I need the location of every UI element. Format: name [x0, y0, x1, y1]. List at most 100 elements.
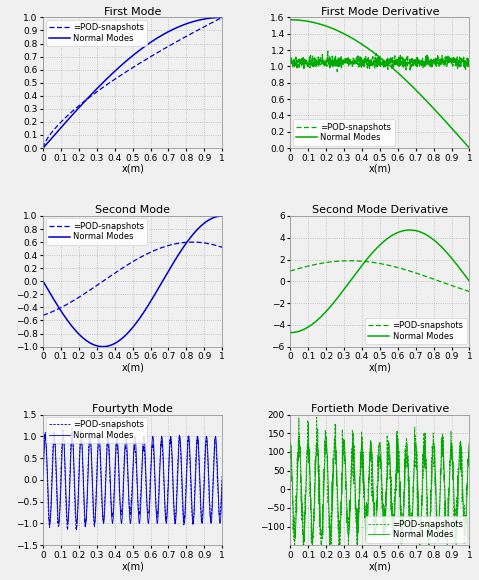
Normal Modes — [219, 476, 225, 483]
=POD-snapshots — [360, 480, 366, 487]
=POD-snapshots — [467, 457, 472, 464]
Line: Normal Modes: Normal Modes — [43, 17, 222, 148]
Legend: =POD-snapshots, Normal Modes: =POD-snapshots, Normal Modes — [365, 516, 467, 543]
=POD-snapshots — [427, 274, 433, 281]
Line: =POD-snapshots: =POD-snapshots — [290, 51, 469, 71]
Normal Modes — [366, 253, 372, 260]
=POD-snapshots — [334, 68, 340, 75]
=POD-snapshots — [219, 471, 225, 478]
Normal Modes — [113, 67, 118, 74]
Normal Modes — [306, 323, 311, 330]
Title: Fourtyth Mode: Fourtyth Mode — [92, 404, 173, 414]
Normal Modes — [467, 278, 472, 285]
Normal Modes — [164, 520, 170, 527]
=POD-snapshots — [431, 59, 436, 66]
Normal Modes — [287, 329, 293, 336]
=POD-snapshots — [367, 65, 373, 72]
Normal Modes — [430, 104, 436, 111]
=POD-snapshots — [366, 259, 372, 266]
=POD-snapshots — [306, 263, 311, 270]
=POD-snapshots — [163, 242, 169, 249]
=POD-snapshots — [453, 560, 459, 567]
Normal Modes — [163, 30, 169, 37]
=POD-snapshots — [180, 513, 186, 520]
X-axis label: x(m): x(m) — [121, 561, 144, 571]
Line: Normal Modes: Normal Modes — [290, 230, 469, 332]
Normal Modes — [119, 517, 125, 524]
=POD-snapshots — [65, 527, 70, 534]
Line: Normal Modes: Normal Modes — [290, 443, 469, 536]
Normal Modes — [180, 509, 186, 516]
=POD-snapshots — [219, 244, 225, 251]
=POD-snapshots — [113, 448, 119, 455]
=POD-snapshots — [69, 424, 75, 431]
Normal Modes — [183, 20, 189, 27]
Legend: =POD-snapshots, Normal Modes: =POD-snapshots, Normal Modes — [46, 20, 148, 46]
=POD-snapshots — [427, 63, 433, 70]
=POD-snapshots — [183, 239, 189, 246]
=POD-snapshots — [183, 469, 189, 476]
Normal Modes — [292, 532, 297, 539]
Normal Modes — [427, 101, 433, 108]
=POD-snapshots — [467, 288, 472, 295]
Normal Modes — [467, 439, 472, 446]
Normal Modes — [100, 343, 106, 350]
Normal Modes — [411, 485, 416, 492]
Normal Modes — [287, 16, 293, 23]
Normal Modes — [127, 520, 133, 527]
=POD-snapshots — [163, 44, 169, 51]
Normal Modes — [431, 440, 436, 447]
Normal Modes — [113, 339, 119, 346]
Normal Modes — [431, 236, 436, 243]
=POD-snapshots — [164, 513, 170, 520]
=POD-snapshots — [183, 33, 189, 40]
=POD-snapshots — [119, 499, 125, 506]
X-axis label: x(m): x(m) — [368, 164, 391, 174]
=POD-snapshots — [58, 118, 64, 125]
Title: First Mode Derivative: First Mode Derivative — [320, 6, 439, 17]
Line: Normal Modes: Normal Modes — [43, 216, 222, 347]
Normal Modes — [427, 234, 433, 241]
Normal Modes — [411, 84, 416, 91]
=POD-snapshots — [306, 419, 311, 426]
X-axis label: x(m): x(m) — [121, 164, 144, 174]
Title: Second Mode: Second Mode — [95, 205, 170, 215]
Normal Modes — [219, 212, 225, 219]
Normal Modes — [366, 46, 372, 53]
Normal Modes — [360, 261, 365, 268]
=POD-snapshots — [314, 414, 319, 421]
Normal Modes — [58, 308, 64, 315]
Line: =POD-snapshots: =POD-snapshots — [43, 242, 222, 316]
=POD-snapshots — [411, 57, 417, 64]
Normal Modes — [113, 454, 118, 461]
Normal Modes — [183, 477, 189, 484]
Normal Modes — [306, 443, 312, 450]
=POD-snapshots — [58, 304, 64, 311]
=POD-snapshots — [360, 62, 366, 69]
=POD-snapshots — [119, 265, 125, 272]
Title: Fortieth Mode Derivative: Fortieth Mode Derivative — [311, 404, 449, 414]
Line: =POD-snapshots: =POD-snapshots — [290, 261, 469, 292]
Title: Second Mode Derivative: Second Mode Derivative — [312, 205, 448, 215]
Normal Modes — [360, 41, 365, 48]
Legend: =POD-snapshots, Normal Modes: =POD-snapshots, Normal Modes — [46, 219, 148, 245]
=POD-snapshots — [431, 276, 436, 282]
Normal Modes — [119, 61, 125, 68]
=POD-snapshots — [360, 258, 366, 264]
=POD-snapshots — [431, 434, 436, 441]
=POD-snapshots — [113, 269, 118, 276]
=POD-snapshots — [219, 14, 225, 21]
=POD-snapshots — [366, 466, 372, 473]
Normal Modes — [287, 439, 293, 446]
=POD-snapshots — [287, 447, 293, 454]
Normal Modes — [40, 278, 46, 285]
Legend: =POD-snapshots, Normal Modes: =POD-snapshots, Normal Modes — [365, 318, 467, 344]
Normal Modes — [119, 335, 125, 342]
Normal Modes — [360, 450, 366, 456]
Normal Modes — [467, 144, 472, 151]
=POD-snapshots — [119, 71, 125, 78]
Normal Modes — [40, 476, 46, 483]
Line: =POD-snapshots: =POD-snapshots — [43, 427, 222, 530]
Normal Modes — [180, 244, 186, 251]
Normal Modes — [163, 271, 169, 278]
